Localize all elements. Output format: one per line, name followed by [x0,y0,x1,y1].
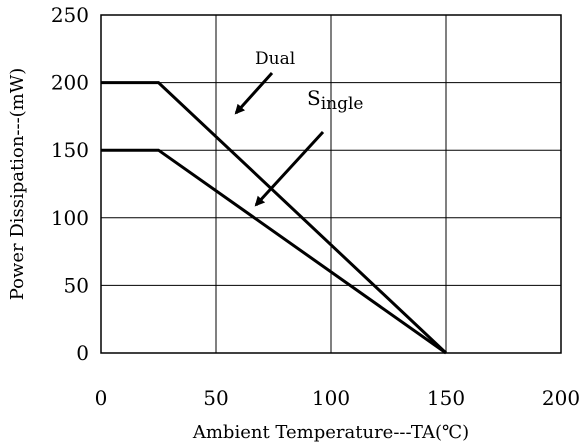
x-tick-label-3: 150 [427,386,465,410]
y-tick-label-1: 50 [64,273,89,297]
x-axis-title: Ambient Temperature---TA(℃) [192,422,469,443]
x-tick-labels: 0 50 100 150 200 [95,386,580,410]
y-tick-labels: 0 50 100 150 200 250 [51,3,89,365]
x-tick-label-2: 100 [312,386,350,410]
grid [101,15,561,353]
x-tick-label-4: 200 [542,386,580,410]
y-tick-label-0: 0 [76,341,89,365]
single-arrow [254,130,325,207]
y-tick-label-4: 200 [51,71,89,95]
dual-arrow [234,71,274,115]
x-tick-label-1: 50 [203,386,228,410]
dual-annotation: Dual [255,49,295,69]
single-annotation: Single [307,86,363,114]
y-tick-label-5: 250 [51,3,89,27]
plot-frame [100,14,562,354]
series-lines [101,81,448,355]
y-tick-label-2: 100 [51,206,89,230]
series-line-dual [101,81,448,355]
series-line-single [101,148,447,355]
single-annotation-prefix: S [307,86,321,110]
y-axis-title: Power Dissipation---(mW) [7,68,28,301]
y-tick-label-3: 150 [51,138,89,162]
single-annotation-rest: ingle [321,94,364,114]
x-tick-label-0: 0 [95,386,108,410]
